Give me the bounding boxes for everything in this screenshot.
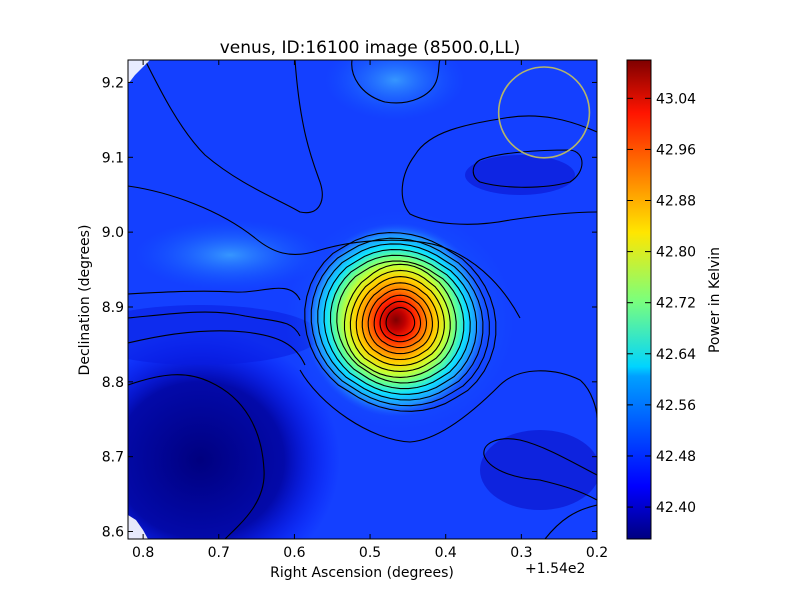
peak-contour — [385, 307, 416, 337]
colorbar-tick-label: 42.64 — [656, 347, 696, 363]
colorbar-tick-label: 42.40 — [656, 500, 696, 516]
contour-mid-left — [128, 185, 521, 319]
contour-bottom-right — [544, 504, 597, 539]
light-region-top — [325, 60, 465, 120]
x-tick-label: 0.2 — [586, 545, 608, 561]
colorbar-tick-label: 43.04 — [656, 91, 696, 107]
contour-low-br — [483, 438, 597, 501]
peak-contour — [304, 232, 497, 412]
colorbar-tick-label: 42.56 — [656, 398, 696, 414]
y-tick-label: 8.8 — [102, 375, 124, 391]
x-tick-label: 0.5 — [359, 545, 381, 561]
low-region-top-right — [465, 155, 575, 195]
x-tick-label: 0.3 — [510, 545, 532, 561]
contour-band-left-3 — [128, 330, 306, 366]
y-tick-label: 9.0 — [102, 225, 124, 241]
colorbar-ticks: 42.40 42.48 42.56 42.64 42.72 42.80 42.88 42.96… — [627, 91, 696, 516]
contour-upper-left — [144, 60, 323, 214]
beam-circle — [497, 66, 591, 159]
colorbar-tick-label: 42.48 — [656, 449, 696, 465]
y-axis-ticks: 8.6 8.7 8.8 8.9 9.0 9.1 9.2 — [102, 75, 597, 541]
colorbar-tick-label: 42.80 — [656, 245, 696, 261]
x-tick-label: 0.6 — [283, 545, 305, 561]
peak-contour — [373, 294, 428, 349]
contour-small-right — [472, 149, 583, 188]
contour-upper-right — [401, 115, 597, 225]
colorbar-tick-label: 42.88 — [656, 194, 696, 210]
x-axis-ticks: 0.8 0.7 0.6 0.5 0.4 0.3 0.2 — [132, 60, 608, 561]
y-tick-label: 8.9 — [102, 300, 124, 316]
peak-contour — [361, 282, 439, 361]
low-region-bottom-left — [128, 330, 340, 539]
x-tick-label: 0.8 — [132, 545, 154, 561]
contour-band-left-upper — [128, 287, 301, 301]
peak-contour — [379, 300, 422, 343]
contour-top — [351, 60, 441, 104]
peak-contour — [367, 288, 433, 355]
contour-mid-bottom — [299, 369, 597, 443]
plot-area — [128, 60, 597, 539]
plot-corner-artifacts — [128, 60, 150, 539]
colorbar — [626, 59, 652, 540]
contour-band-left-lower — [128, 311, 301, 337]
contour-lines — [304, 232, 497, 412]
background-contours — [128, 60, 597, 539]
y-tick-label: 9.2 — [102, 75, 124, 91]
x-axis-label: Right Ascension (degrees) — [270, 565, 454, 581]
colorbar-tick-label: 42.72 — [656, 296, 696, 312]
low-region-bottom-right — [480, 430, 597, 510]
colorbar-tick-label: 42.96 — [656, 142, 696, 158]
x-tick-label: 0.4 — [435, 545, 457, 561]
plot-frame — [127, 59, 598, 540]
peak-contour — [336, 260, 465, 384]
colorbar-label: Power in Kelvin — [707, 247, 723, 353]
light-region-left — [135, 220, 325, 290]
y-tick-label: 9.1 — [102, 150, 124, 166]
y-axis-label: Declination (degrees) — [77, 225, 93, 376]
peak-contour — [310, 237, 490, 407]
peak-contour — [323, 249, 478, 395]
peak-contour — [343, 263, 457, 378]
x-tick-label: 0.7 — [208, 545, 230, 561]
chart-title: venus, ID:16100 image (8500.0,LL) — [220, 38, 521, 58]
peak-contour — [329, 254, 471, 390]
y-tick-label: 8.6 — [102, 525, 124, 541]
peak-contour — [317, 243, 484, 401]
contour-low-bl — [128, 374, 265, 539]
y-tick-label: 8.7 — [102, 450, 124, 466]
peak-contour — [349, 269, 451, 372]
peak-contour — [355, 276, 445, 367]
x-axis-offset-label: +1.54e2 — [525, 561, 585, 577]
